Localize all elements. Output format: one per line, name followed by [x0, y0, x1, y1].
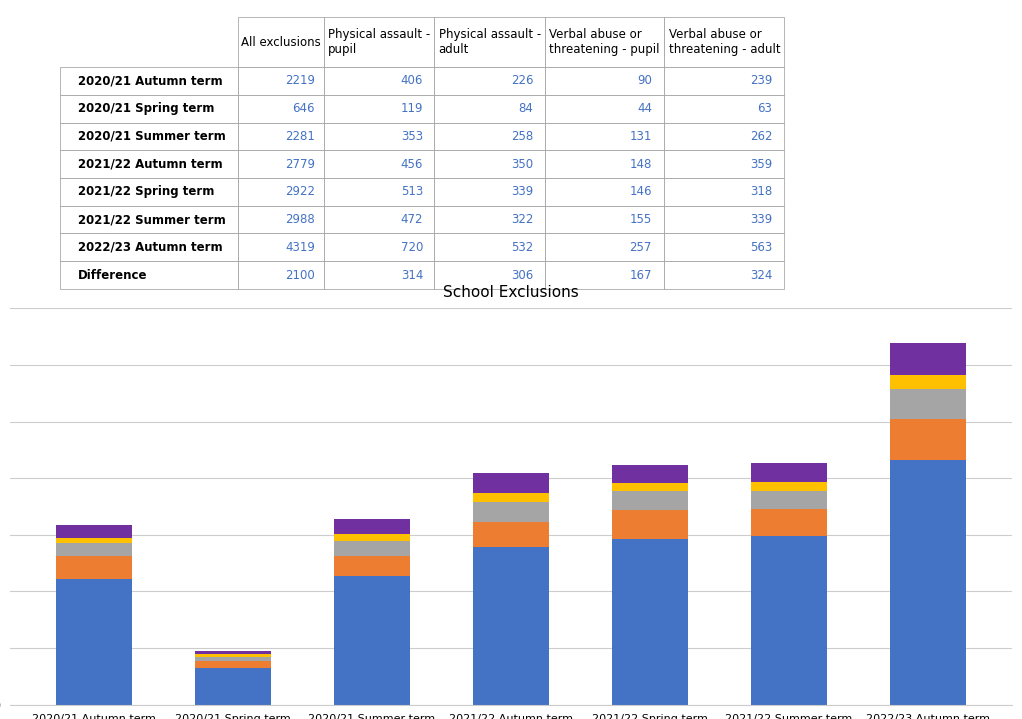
Bar	[195, 651, 271, 654]
Bar	[56, 544, 132, 556]
Bar	[890, 460, 966, 705]
Bar	[195, 654, 271, 656]
Bar	[56, 525, 132, 539]
Bar	[334, 556, 410, 575]
Bar	[473, 473, 549, 493]
Bar	[473, 493, 549, 502]
Bar	[751, 462, 827, 482]
Bar	[473, 521, 549, 547]
Bar	[890, 390, 966, 419]
Bar	[612, 464, 688, 482]
Bar	[334, 541, 410, 556]
Bar	[195, 668, 271, 705]
Bar	[751, 482, 827, 490]
Bar	[612, 482, 688, 491]
Bar	[612, 539, 688, 705]
Bar	[195, 656, 271, 661]
Bar	[473, 502, 549, 521]
Bar	[612, 510, 688, 539]
Bar	[334, 518, 410, 533]
Bar	[195, 661, 271, 668]
Bar	[890, 419, 966, 460]
Bar	[890, 375, 966, 390]
Bar	[56, 579, 132, 705]
Bar	[334, 575, 410, 705]
Bar	[751, 509, 827, 536]
Bar	[612, 491, 688, 510]
Bar	[751, 536, 827, 705]
Bar	[334, 533, 410, 541]
Bar	[56, 539, 132, 544]
Bar	[56, 556, 132, 579]
Bar	[473, 547, 549, 705]
Title: School Exclusions: School Exclusions	[444, 285, 578, 301]
Bar	[751, 490, 827, 509]
Bar	[890, 343, 966, 375]
